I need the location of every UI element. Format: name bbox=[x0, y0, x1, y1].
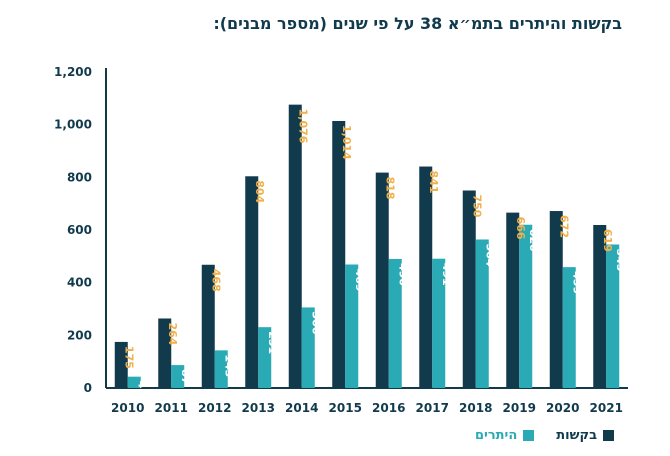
bar-label-requests: 804 bbox=[253, 180, 266, 203]
bar-permits bbox=[475, 239, 489, 388]
x-tick-label: 2011 bbox=[155, 401, 188, 415]
bar-label-permits: 469 bbox=[353, 268, 366, 291]
x-tick-label: 2014 bbox=[285, 401, 318, 415]
x-tick-label: 2020 bbox=[546, 401, 579, 415]
bar-permits bbox=[301, 307, 315, 388]
bar-label-permits: 620 bbox=[527, 229, 540, 252]
bar-label-requests: 264 bbox=[166, 322, 179, 345]
x-tick-label: 2012 bbox=[198, 401, 231, 415]
y-tick-label: 200 bbox=[67, 328, 92, 342]
x-tick-label: 2016 bbox=[372, 401, 405, 415]
bar-permits bbox=[127, 376, 141, 388]
bar-label-permits: 143 bbox=[222, 354, 235, 377]
bar-label-requests: 1,076 bbox=[296, 109, 309, 144]
x-tick-label: 2017 bbox=[416, 401, 449, 415]
bar-label-permits: 43 bbox=[135, 381, 148, 396]
bar-permits bbox=[519, 224, 533, 388]
bar-label-permits: 87 bbox=[179, 369, 192, 384]
bar-requests bbox=[419, 166, 433, 388]
bar-label-permits: 459 bbox=[570, 271, 583, 294]
bar-label-requests: 666 bbox=[514, 217, 527, 240]
bar-label-permits: 306 bbox=[309, 311, 322, 334]
y-tick-label: 800 bbox=[67, 170, 92, 184]
bar-permits bbox=[258, 327, 272, 388]
bar-permits bbox=[214, 350, 228, 388]
bar-label-requests: 750 bbox=[470, 195, 483, 218]
y-tick-label: 400 bbox=[67, 276, 92, 290]
x-tick-label: 2019 bbox=[503, 401, 536, 415]
legend-swatch-requests bbox=[603, 430, 614, 441]
x-tick-label: 2013 bbox=[242, 401, 275, 415]
y-tick-label: 600 bbox=[67, 223, 92, 237]
bar-label-permits: 231 bbox=[266, 331, 279, 354]
legend-swatch-permits bbox=[523, 430, 535, 441]
bar-requests bbox=[114, 341, 128, 388]
bar-requests bbox=[158, 318, 172, 388]
chart-legend: בקשות היתרים bbox=[475, 428, 614, 443]
y-tick-label: 1,200 bbox=[54, 65, 92, 79]
y-tick-label: 0 bbox=[84, 381, 92, 395]
legend-label-requests: בקשות bbox=[556, 428, 597, 443]
legend-label-permits: היתרים bbox=[474, 428, 518, 443]
bar-requests bbox=[245, 176, 259, 388]
bar-label-permits: 490 bbox=[396, 263, 409, 286]
legend-item-requests: בקשות bbox=[556, 428, 614, 443]
bar-permits bbox=[388, 258, 402, 388]
bar-requests bbox=[288, 104, 302, 389]
bar-label-requests: 672 bbox=[557, 215, 570, 238]
bar-label-permits: 564 bbox=[483, 243, 496, 266]
bar-label-permits: 545 bbox=[614, 248, 627, 271]
x-tick-label: 2021 bbox=[590, 401, 623, 415]
bar-requests bbox=[375, 172, 389, 388]
bar-label-requests: 818 bbox=[383, 177, 396, 200]
bar-permits bbox=[345, 264, 359, 388]
bar-permits bbox=[171, 365, 185, 388]
bar-permits bbox=[606, 244, 620, 388]
bar-label-requests: 619 bbox=[601, 229, 614, 252]
legend-item-permits: היתרים bbox=[474, 428, 535, 443]
bar-requests bbox=[332, 120, 346, 388]
bar-permits bbox=[562, 267, 576, 388]
bar-permits bbox=[432, 258, 446, 388]
bar-requests bbox=[462, 190, 476, 388]
bar-label-requests: 468 bbox=[209, 269, 222, 292]
bar-requests bbox=[201, 264, 215, 388]
bar-label-requests: 1,014 bbox=[340, 125, 353, 160]
x-tick-label: 2018 bbox=[459, 401, 492, 415]
bar-requests bbox=[593, 224, 607, 388]
chart-title: בקשות והיתרים בתמ״א 38 על פי שנים (מספר … bbox=[213, 14, 622, 33]
bar-label-permits: 491 bbox=[440, 263, 453, 286]
y-tick-label: 1,000 bbox=[54, 118, 92, 132]
bar-label-requests: 841 bbox=[427, 171, 440, 194]
bar-requests bbox=[549, 211, 563, 388]
bar-requests bbox=[506, 212, 520, 388]
x-tick-label: 2015 bbox=[329, 401, 362, 415]
bar-label-requests: 175 bbox=[122, 346, 135, 369]
x-tick-label: 2010 bbox=[111, 401, 144, 415]
